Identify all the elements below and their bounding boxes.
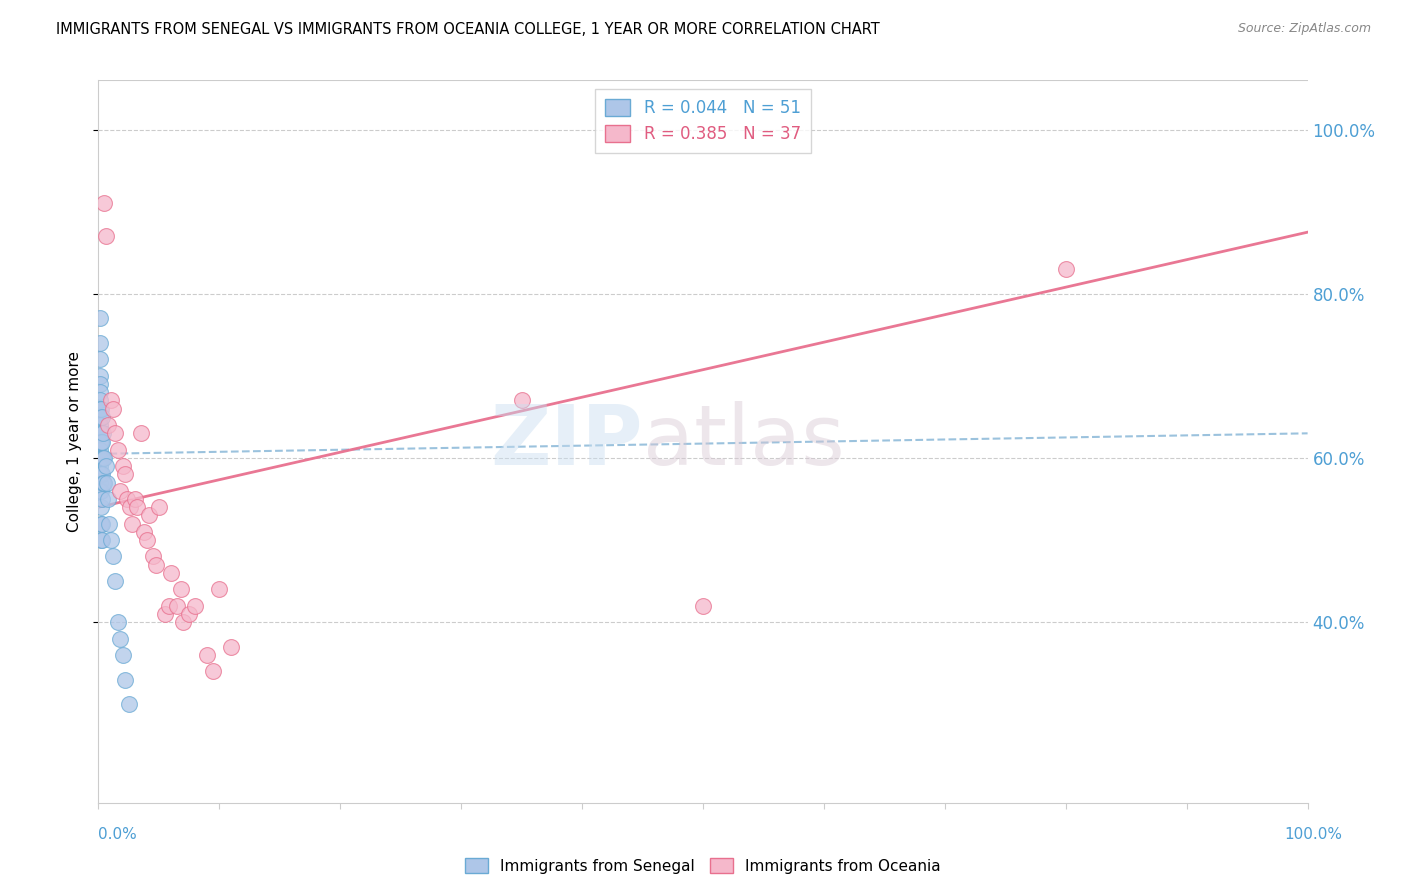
Point (91, 533, 114, 547)
Point (91, 409, 114, 424)
Point (160, 566, 183, 580)
Point (90, 426, 112, 441)
Point (89, 377, 111, 392)
Point (108, 483, 131, 498)
Text: IMMIGRANTS FROM SENEGAL VS IMMIGRANTS FROM OCEANIA COLLEGE, 1 YEAR OR MORE CORRE: IMMIGRANTS FROM SENEGAL VS IMMIGRANTS FR… (56, 22, 880, 37)
Point (148, 500, 170, 515)
Point (91, 450, 114, 465)
Point (108, 632, 131, 646)
Point (93, 450, 115, 465)
Point (208, 582, 231, 597)
Point (138, 508, 160, 523)
Point (142, 549, 165, 564)
Point (107, 615, 129, 630)
Point (89, 418, 111, 433)
Legend: Immigrants from Senegal, Immigrants from Oceania: Immigrants from Senegal, Immigrants from… (458, 852, 948, 880)
Point (97, 418, 120, 433)
Point (90, 401, 112, 416)
Point (692, 599, 714, 613)
Point (157, 599, 180, 613)
Point (127, 500, 149, 515)
Text: ZIP: ZIP (491, 401, 643, 482)
Point (89, 467, 111, 482)
Point (134, 524, 156, 539)
Point (90, 516, 112, 531)
Point (135, 533, 157, 547)
Point (129, 426, 152, 441)
Point (91, 467, 114, 482)
Point (202, 665, 225, 679)
Point (114, 467, 136, 482)
Point (89, 401, 111, 416)
Point (91, 491, 114, 506)
Point (89, 426, 111, 441)
Point (91, 450, 114, 465)
Point (90, 450, 112, 465)
Point (90, 434, 112, 449)
Point (89, 434, 111, 449)
Point (100, 393, 122, 408)
Point (166, 599, 188, 613)
Point (107, 442, 129, 457)
Point (510, 393, 533, 408)
Point (104, 426, 127, 441)
Point (90, 500, 112, 515)
Point (111, 459, 134, 474)
Point (94, 459, 117, 474)
Point (89, 311, 111, 326)
Point (118, 500, 141, 515)
Point (169, 582, 191, 597)
Point (89, 393, 111, 408)
Point (104, 574, 127, 588)
Point (91, 426, 114, 441)
Point (89, 459, 111, 474)
Text: atlas: atlas (643, 401, 844, 482)
Point (94, 229, 117, 244)
Point (172, 615, 194, 630)
Point (91, 475, 114, 490)
Point (121, 516, 143, 531)
Point (96, 475, 118, 490)
Point (118, 698, 141, 712)
Point (89, 352, 111, 367)
Point (89, 450, 111, 465)
Point (100, 533, 122, 547)
Point (97, 491, 120, 506)
Point (89, 442, 111, 457)
Point (89, 409, 111, 424)
Point (91, 434, 114, 449)
Text: 0.0%: 0.0% (98, 827, 138, 841)
Point (145, 558, 167, 572)
Point (93, 475, 115, 490)
Point (90, 467, 112, 482)
Point (98, 516, 121, 531)
Point (93, 196, 115, 211)
Point (101, 549, 124, 564)
Text: Source: ZipAtlas.com: Source: ZipAtlas.com (1237, 22, 1371, 36)
Point (89, 336, 111, 351)
Point (1054, 262, 1077, 277)
Point (114, 673, 136, 687)
Point (90, 533, 112, 547)
Point (89, 385, 111, 400)
Point (221, 640, 243, 654)
Point (91, 516, 114, 531)
Point (124, 491, 146, 506)
Point (179, 607, 201, 621)
Point (195, 648, 218, 662)
Point (184, 599, 207, 613)
Point (89, 475, 111, 490)
Point (89, 483, 111, 498)
Y-axis label: College, 1 year or more: College, 1 year or more (67, 351, 83, 532)
Legend: R = 0.044   N = 51, R = 0.385   N = 37: R = 0.044 N = 51, R = 0.385 N = 37 (595, 88, 811, 153)
Point (111, 648, 134, 662)
Point (90, 483, 112, 498)
Point (117, 491, 139, 506)
Text: 100.0%: 100.0% (1285, 827, 1343, 841)
Point (101, 401, 124, 416)
Point (89, 368, 111, 383)
Point (153, 607, 176, 621)
